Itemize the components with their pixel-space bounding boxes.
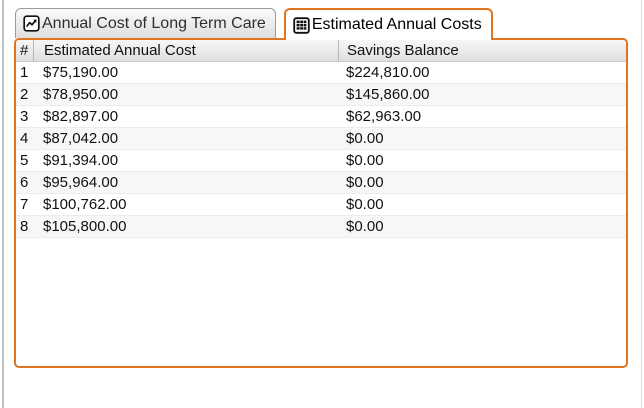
estimated-annual-costs-panel: # Estimated Annual Cost Savings Balance …	[14, 38, 628, 368]
tab-label: Estimated Annual Costs	[311, 16, 482, 33]
table-icon	[293, 16, 310, 34]
table-row[interactable]: 7 $100,762.00 $0.00	[16, 194, 626, 216]
tab-bar: Annual Cost of Long Term Care Estimated …	[14, 8, 628, 40]
savings-balance-cell: $0.00	[346, 196, 384, 213]
right-page-edge	[641, 0, 642, 408]
row-number-cell: 8	[20, 218, 29, 235]
row-number-cell: 2	[20, 86, 29, 103]
savings-balance-cell: $0.00	[346, 218, 384, 235]
estimated-annual-cost-cell: $91,394.00	[43, 152, 119, 169]
estimated-annual-cost-cell: $87,042.00	[43, 130, 119, 147]
savings-balance-cell: $62,963.00	[346, 108, 422, 125]
table-row[interactable]: 5 $91,394.00 $0.00	[16, 150, 626, 172]
table-row[interactable]: 1 $75,190.00 $224,810.00	[16, 62, 626, 84]
row-number-cell: 4	[20, 130, 29, 147]
row-number-cell: 1	[20, 64, 29, 81]
table-row[interactable]: 8 $105,800.00 $0.00	[16, 216, 626, 238]
table-row[interactable]: 4 $87,042.00 $0.00	[16, 128, 626, 150]
table-row[interactable]: 2 $78,950.00 $145,860.00	[16, 84, 626, 106]
tab-label: Annual Cost of Long Term Care	[42, 14, 266, 32]
tab-annual-cost-of-long-term-care[interactable]: Annual Cost of Long Term Care	[15, 8, 276, 38]
table-header-row: # Estimated Annual Cost Savings Balance	[16, 40, 626, 62]
column-header-row-number[interactable]: #	[20, 42, 29, 59]
estimated-annual-cost-cell: $100,762.00	[43, 196, 127, 213]
savings-balance-cell: $0.00	[346, 130, 384, 147]
left-page-edge	[2, 0, 4, 408]
row-number-cell: 6	[20, 174, 29, 191]
table-body: 1 $75,190.00 $224,810.00 2 $78,950.00 $1…	[16, 62, 626, 238]
column-header-estimated-annual-cost[interactable]: Estimated Annual Cost	[33, 40, 338, 61]
row-number-cell: 3	[20, 108, 29, 125]
savings-balance-cell: $145,860.00	[346, 86, 430, 103]
tab-estimated-annual-costs[interactable]: Estimated Annual Costs	[283, 8, 493, 40]
savings-balance-cell: $224,810.00	[346, 64, 430, 81]
line-chart-icon	[23, 15, 40, 32]
estimated-annual-cost-cell: $75,190.00	[43, 64, 119, 81]
table-row[interactable]: 3 $82,897.00 $62,963.00	[16, 106, 626, 128]
estimated-annual-cost-cell: $78,950.00	[43, 86, 119, 103]
savings-balance-cell: $0.00	[346, 152, 384, 169]
table-row[interactable]: 6 $95,964.00 $0.00	[16, 172, 626, 194]
estimated-annual-cost-cell: $95,964.00	[43, 174, 119, 191]
column-header-savings-balance[interactable]: Savings Balance	[338, 40, 626, 61]
row-number-cell: 5	[20, 152, 29, 169]
estimated-annual-cost-cell: $105,800.00	[43, 218, 127, 235]
estimated-annual-cost-cell: $82,897.00	[43, 108, 119, 125]
savings-balance-cell: $0.00	[346, 174, 384, 191]
tab-panel-widget: Annual Cost of Long Term Care Estimated …	[14, 0, 628, 368]
row-number-cell: 7	[20, 196, 29, 213]
